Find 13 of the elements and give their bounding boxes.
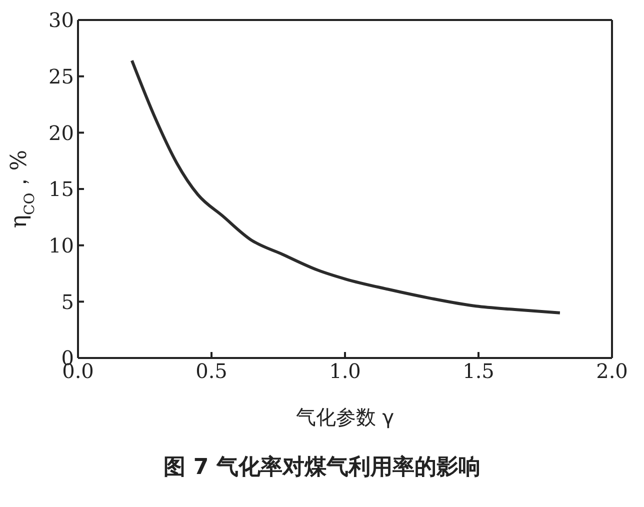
- x-tick-label: 1.0: [329, 359, 361, 384]
- y-tick-label: 20: [48, 120, 74, 145]
- x-tick-label: 1.5: [462, 359, 494, 384]
- line-series: [130, 59, 562, 314]
- y-tick-label: 10: [48, 233, 74, 258]
- x-axis-title: 气化参数 γ: [296, 405, 394, 429]
- y-tick-label: 30: [48, 8, 74, 32]
- y-tick-label: 15: [48, 177, 74, 202]
- y-tick-label: 25: [48, 64, 74, 88]
- y-tick-label: 5: [61, 290, 74, 314]
- x-tick-label: 0.5: [196, 359, 228, 384]
- x-tick-label: 2.0: [596, 359, 628, 384]
- text: 图 7 气化率对煤气利用率的影响: [162, 454, 482, 482]
